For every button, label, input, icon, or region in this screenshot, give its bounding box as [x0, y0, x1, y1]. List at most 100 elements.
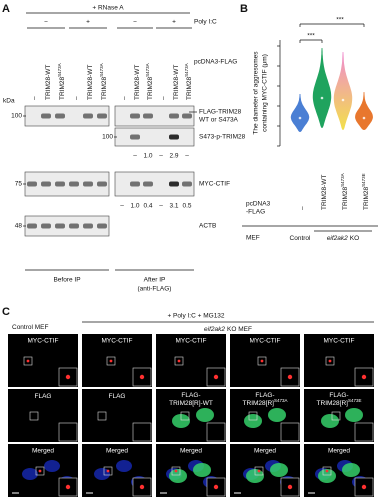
nucleus-green	[246, 469, 264, 483]
poly-ic-sign: +	[86, 19, 90, 26]
label-base: TRIM28-WT	[321, 175, 328, 210]
significance: ***	[307, 33, 315, 40]
quant-label: –	[185, 153, 189, 160]
group-label: Control	[290, 235, 312, 242]
violin-median	[362, 116, 366, 120]
panel-letter: A	[2, 3, 10, 15]
quant-label: 0.4	[143, 203, 152, 210]
nucleus-green	[169, 469, 187, 483]
blot-band	[182, 113, 192, 119]
quant-label: 1.0	[143, 153, 152, 160]
cell-line-label: MEF	[246, 235, 260, 242]
blot-band	[83, 223, 93, 229]
poly-ic-sign: +	[172, 19, 176, 26]
quant-label: –	[120, 203, 124, 210]
label-base: Control	[290, 235, 312, 242]
blot	[114, 171, 195, 197]
quant-label: 2.9	[169, 153, 178, 160]
poly-ic-label: Poly I:C	[194, 19, 217, 26]
nucleus-green	[172, 414, 190, 428]
channel-label: MYC-CTIF	[323, 338, 354, 345]
roi-box	[35, 466, 45, 476]
label-base: –	[121, 96, 128, 100]
blot-label: MYC-CTIF	[199, 181, 230, 188]
blot-band	[169, 181, 179, 187]
blot-band	[83, 181, 93, 187]
label-base: TRIM28-WT	[134, 65, 141, 100]
inset	[354, 422, 374, 442]
gene-name: eif2ak2	[204, 326, 225, 333]
lane-label: TRIM28-WT	[173, 65, 180, 100]
quant-label: –	[159, 153, 163, 160]
gene-name: eif2ak2	[327, 235, 348, 242]
category-label: TRIM28S473E	[361, 173, 370, 210]
blot-band	[27, 223, 37, 229]
violin-median	[298, 116, 302, 120]
poly-ic-sign: −	[133, 19, 137, 26]
category-label: TRIM28-WT	[321, 175, 328, 210]
kda-marker: 75	[15, 181, 23, 188]
aggresome	[174, 469, 178, 473]
panel-letter: B	[240, 3, 248, 15]
blot-band	[55, 113, 65, 119]
inset	[280, 422, 300, 442]
lane-label: TRIM28-WT	[87, 65, 94, 100]
label-base: TRIM28[R]	[317, 400, 349, 407]
label-base: TRIM28-WT	[45, 65, 52, 100]
roi-box	[29, 411, 39, 421]
blot-label: FLAG-TRIM28	[199, 109, 242, 116]
label-base: TRIM28[R]	[243, 400, 275, 407]
channel-label: FLAG	[109, 393, 126, 400]
blot	[24, 105, 110, 127]
lane-label: TRIM28S473A	[99, 63, 108, 100]
channel-label-line1: FLAG-	[255, 392, 274, 399]
inset-aggresome	[139, 374, 145, 380]
label-base: –	[299, 206, 306, 210]
category-label: TRIM28S473A	[340, 173, 349, 210]
nucleus-green	[345, 408, 363, 422]
label-base: TRIM28	[59, 77, 66, 101]
label-base: –	[160, 96, 167, 100]
inset-aggresome	[65, 374, 71, 380]
inset	[206, 422, 226, 442]
label-base: Control MEF	[12, 324, 49, 331]
roi-box	[180, 411, 190, 421]
nucleus-green	[321, 414, 339, 428]
aggresome	[38, 469, 42, 473]
y-axis-label: The diameter of aggresomes	[253, 51, 260, 135]
channel-label: TRIM28[R]-WT	[169, 400, 213, 407]
blot-band	[97, 113, 107, 119]
label-sup: S473A	[57, 63, 62, 77]
aggresome	[260, 359, 264, 363]
lane-label: TRIM28S473A	[184, 63, 193, 100]
channel-label: MYC-CTIF	[27, 338, 58, 345]
inset-aggresome	[65, 484, 71, 490]
channel-label: MYC-CTIF	[101, 338, 132, 345]
quant-label: 1.0	[130, 203, 139, 210]
nucleus-green	[318, 469, 336, 483]
quant-label: 3.1	[169, 203, 178, 210]
label-base: TRIM28[R]-WT	[169, 400, 213, 407]
group-label: Control MEF	[12, 324, 49, 331]
treatment-label: + RNase A	[92, 5, 124, 12]
quant-label: 0.5	[182, 203, 191, 210]
channel-label-line1: FLAG-	[329, 392, 348, 399]
roi-box	[23, 356, 33, 366]
blot-band	[130, 113, 140, 119]
inset	[132, 422, 152, 442]
nucleus-green	[244, 414, 262, 428]
inset-aggresome	[361, 484, 367, 490]
nucleus	[116, 460, 132, 472]
nucleus-green	[270, 463, 288, 477]
label-base: TRIM28	[147, 77, 154, 101]
channel-label: TRIM28[R]S473E	[317, 398, 362, 407]
violin	[290, 94, 310, 132]
quant-label: –	[159, 203, 163, 210]
vector-label: -FLAG	[246, 209, 265, 216]
blot-band	[130, 134, 140, 140]
lane-label: TRIM28S473A	[145, 63, 154, 100]
kda-marker: 100	[102, 134, 113, 141]
label-sup: S473A	[184, 63, 189, 77]
violin	[355, 92, 373, 130]
blot-band	[41, 223, 51, 229]
